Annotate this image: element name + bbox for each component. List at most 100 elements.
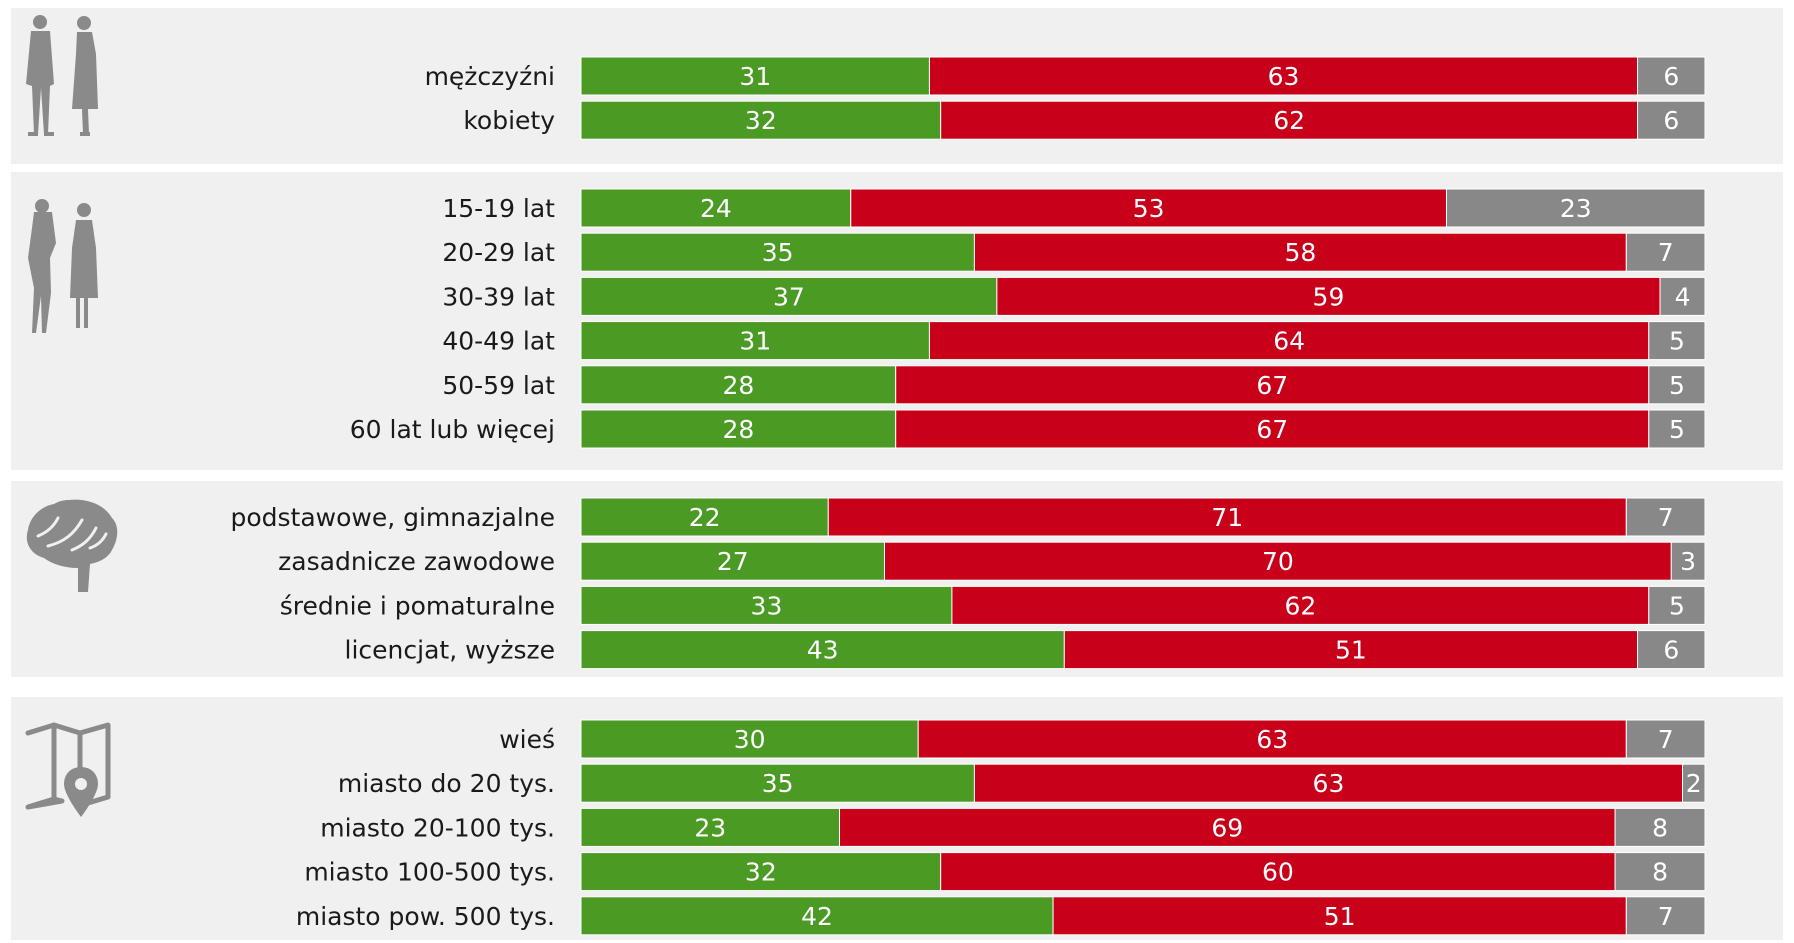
- bar-row: zasadnicze zawodowe 27 70 3: [278, 541, 1706, 581]
- data-label-no: 63: [1268, 62, 1300, 91]
- bar-segment-yes: [580, 852, 942, 892]
- bar-row: 60 lat lub więcej 28 67 5: [350, 409, 1706, 449]
- bar-segment-no: [940, 852, 1616, 892]
- data-label-no: 69: [1211, 813, 1243, 842]
- brain-icon: [26, 499, 118, 592]
- bar-row: licencjat, wyższe 43 51 6: [345, 630, 1706, 670]
- data-label-other: 6: [1663, 62, 1679, 91]
- bar-segment-other: [1648, 585, 1706, 625]
- data-label-other: 5: [1669, 591, 1685, 620]
- row-label: mężczyźni: [425, 62, 555, 91]
- data-label-no: 70: [1262, 547, 1294, 576]
- row-label: miasto 20-100 tys.: [320, 813, 555, 842]
- bar-segment-other: [1637, 630, 1706, 670]
- data-label-yes: 28: [722, 371, 754, 400]
- data-label-other: 6: [1663, 106, 1679, 135]
- row-label: 15-19 lat: [442, 194, 555, 223]
- data-label-yes: 43: [807, 636, 839, 665]
- data-label-other: 8: [1652, 813, 1668, 842]
- bar-row: miasto pow. 500 tys. 42 51 7: [296, 896, 1706, 936]
- bar-segment-other: [1625, 896, 1706, 936]
- data-label-yes: 24: [700, 194, 732, 223]
- bar-segment-no: [928, 321, 1650, 361]
- bar-segment-no: [951, 585, 1650, 625]
- bar-segment-other: [1659, 276, 1706, 316]
- bar-row: wieś 30 63 7: [499, 719, 1706, 759]
- bar-segment-yes: [580, 896, 1054, 936]
- bar-segment-no: [940, 100, 1639, 140]
- data-label-no: 60: [1262, 858, 1294, 887]
- data-label-other: 7: [1658, 238, 1674, 267]
- data-label-no: 58: [1284, 238, 1316, 267]
- bar-segment-yes: [580, 719, 919, 759]
- row-label: licencjat, wyższe: [345, 636, 555, 665]
- bar-row: średnie i pomaturalne 33 62 5: [280, 585, 1706, 625]
- bar-row: 30-39 lat 37 59 4: [442, 276, 1706, 316]
- data-label-no: 63: [1313, 769, 1345, 798]
- data-label-yes: 31: [739, 62, 771, 91]
- data-label-yes: 22: [689, 503, 721, 532]
- data-label-yes: 35: [762, 238, 794, 267]
- data-label-other: 6: [1663, 636, 1679, 665]
- bar-segment-other: [1445, 188, 1706, 228]
- bar-segment-other: [1648, 409, 1706, 449]
- data-label-yes: 28: [722, 415, 754, 444]
- data-label-no: 62: [1284, 591, 1316, 620]
- bar-segment-other: [1614, 807, 1706, 847]
- data-label-yes: 23: [694, 813, 726, 842]
- bar-row: mężczyźni 31 63 6: [425, 56, 1706, 96]
- row-label: wieś: [499, 725, 555, 754]
- row-label: średnie i pomaturalne: [280, 591, 555, 620]
- data-label-no: 71: [1211, 503, 1243, 532]
- data-label-yes: 30: [734, 725, 766, 754]
- bar-segment-yes: [580, 409, 897, 449]
- row-label: miasto do 20 tys.: [338, 769, 555, 798]
- bar-segment-yes: [580, 541, 885, 581]
- bar-row: 20-29 lat 35 58 7: [442, 232, 1706, 272]
- data-label-no: 63: [1256, 725, 1288, 754]
- bar-segment-other: [1625, 719, 1706, 759]
- data-label-other: 3: [1680, 547, 1696, 576]
- row-label: miasto 100-500 tys.: [304, 858, 555, 887]
- bar-segment-yes: [580, 100, 942, 140]
- bar-segment-yes: [580, 56, 930, 96]
- data-label-other: 7: [1658, 503, 1674, 532]
- bar-segment-no: [928, 56, 1639, 96]
- couple-silhouette-icon: [26, 15, 98, 136]
- bar-row: kobiety 32 62 6: [463, 100, 1706, 140]
- bar-segment-other: [1637, 100, 1706, 140]
- bar-row: miasto do 20 tys. 35 63 2: [338, 763, 1706, 803]
- bar-segment-no: [895, 365, 1650, 405]
- data-label-no: 53: [1133, 194, 1165, 223]
- bar-segment-other: [1648, 365, 1706, 405]
- bar-row: miasto 20-100 tys. 23 69 8: [320, 807, 1706, 847]
- bar-segment-no: [850, 188, 1447, 228]
- data-label-other: 5: [1669, 327, 1685, 356]
- data-label-other: 5: [1669, 415, 1685, 444]
- bar-row: 15-19 lat 24 53 23: [442, 188, 1706, 228]
- bar-segment-yes: [580, 276, 998, 316]
- bar-segment-yes: [580, 763, 975, 803]
- data-label-no: 51: [1324, 902, 1356, 931]
- bar-segment-no: [895, 409, 1650, 449]
- bar-segment-yes: [580, 630, 1065, 670]
- row-label: zasadnicze zawodowe: [278, 547, 555, 576]
- bar-segment-yes: [580, 188, 852, 228]
- bar-row: 40-49 lat 31 64 5: [442, 321, 1706, 361]
- data-label-no: 67: [1256, 415, 1288, 444]
- data-label-no: 59: [1313, 282, 1345, 311]
- data-label-no: 51: [1335, 636, 1367, 665]
- data-label-yes: 32: [745, 858, 777, 887]
- bar-segment-no: [973, 763, 1684, 803]
- bar-row: 50-59 lat 28 67 5: [442, 365, 1706, 405]
- bar-segment-no: [1063, 630, 1639, 670]
- row-label: 40-49 lat: [442, 327, 555, 356]
- bar-segment-yes: [580, 585, 953, 625]
- data-label-other: 7: [1658, 725, 1674, 754]
- bar-row: miasto 100-500 tys. 32 60 8: [304, 852, 1706, 892]
- data-label-other: 7: [1658, 902, 1674, 931]
- data-label-other: 5: [1669, 371, 1685, 400]
- bar-segment-no: [917, 719, 1627, 759]
- bar-segment-no: [1052, 896, 1627, 936]
